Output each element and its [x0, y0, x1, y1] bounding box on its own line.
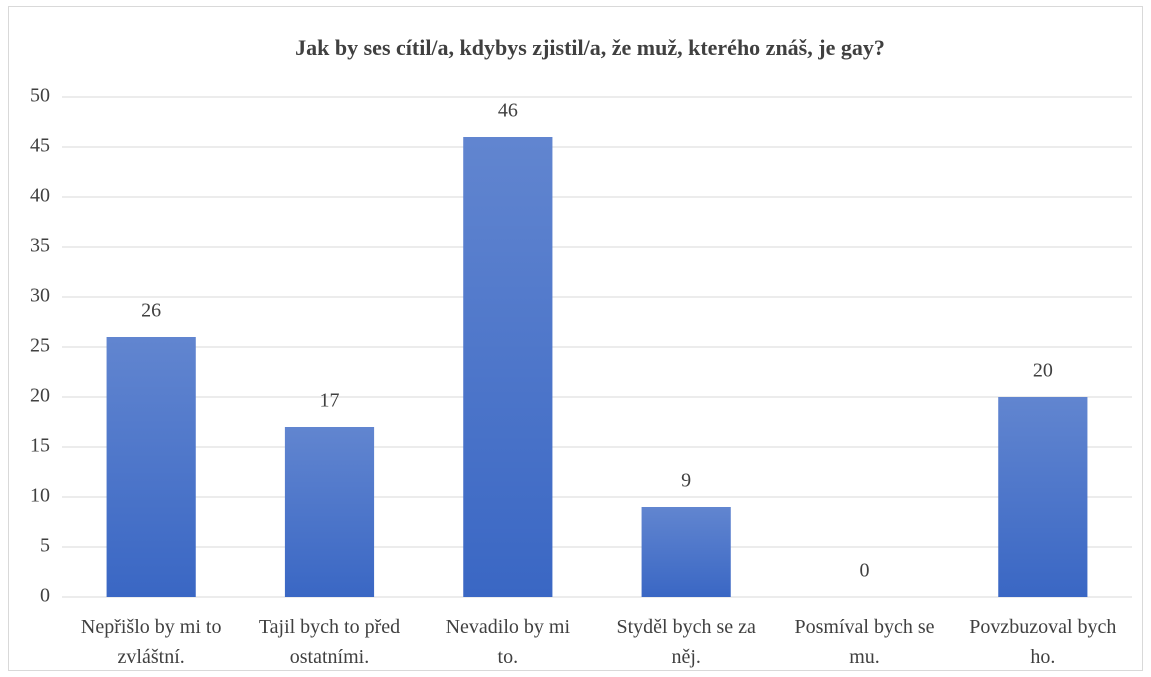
- y-tick-label: 0: [40, 585, 50, 607]
- y-tick-label: 10: [30, 485, 50, 507]
- y-tick-label: 25: [30, 335, 50, 357]
- bar-sheen: [463, 137, 553, 597]
- data-label: 0: [860, 560, 870, 582]
- y-tick-label: 15: [30, 435, 50, 457]
- chart-title: Jak by ses cítil/a, kdybys zjistil/a, že…: [295, 35, 885, 60]
- x-tick-label: Povzbuzoval bych ho.: [969, 616, 1117, 668]
- data-label: 46: [498, 100, 518, 122]
- x-tick-label: Nevadilo by mi to.: [445, 616, 571, 668]
- x-tick-label: Posmíval bych se mu.: [794, 616, 935, 668]
- y-tick-label: 50: [30, 85, 50, 107]
- bar-sheen: [641, 507, 731, 597]
- y-tick-label: 40: [30, 185, 50, 207]
- chart-border: [8, 6, 1143, 671]
- data-label: 17: [320, 390, 340, 412]
- y-tick-label: 30: [30, 285, 50, 307]
- y-tick-label: 20: [30, 385, 50, 407]
- x-tick-label: Styděl bych se za něj.: [616, 616, 756, 668]
- y-tick-label: 45: [30, 135, 50, 157]
- bar-sheen: [284, 427, 375, 597]
- data-label: 26: [141, 300, 161, 322]
- y-tick-label: 35: [30, 235, 50, 257]
- data-label: 20: [1033, 360, 1053, 382]
- data-label: 9: [681, 470, 691, 492]
- bar-sheen: [998, 397, 1088, 597]
- y-tick-label: 5: [40, 535, 50, 557]
- x-tick-label: Nepřišlo by mi to zvláštní.: [80, 616, 222, 668]
- x-tick-label: Tajil bych to před ostatními.: [258, 616, 401, 668]
- bar-sheen: [106, 337, 196, 597]
